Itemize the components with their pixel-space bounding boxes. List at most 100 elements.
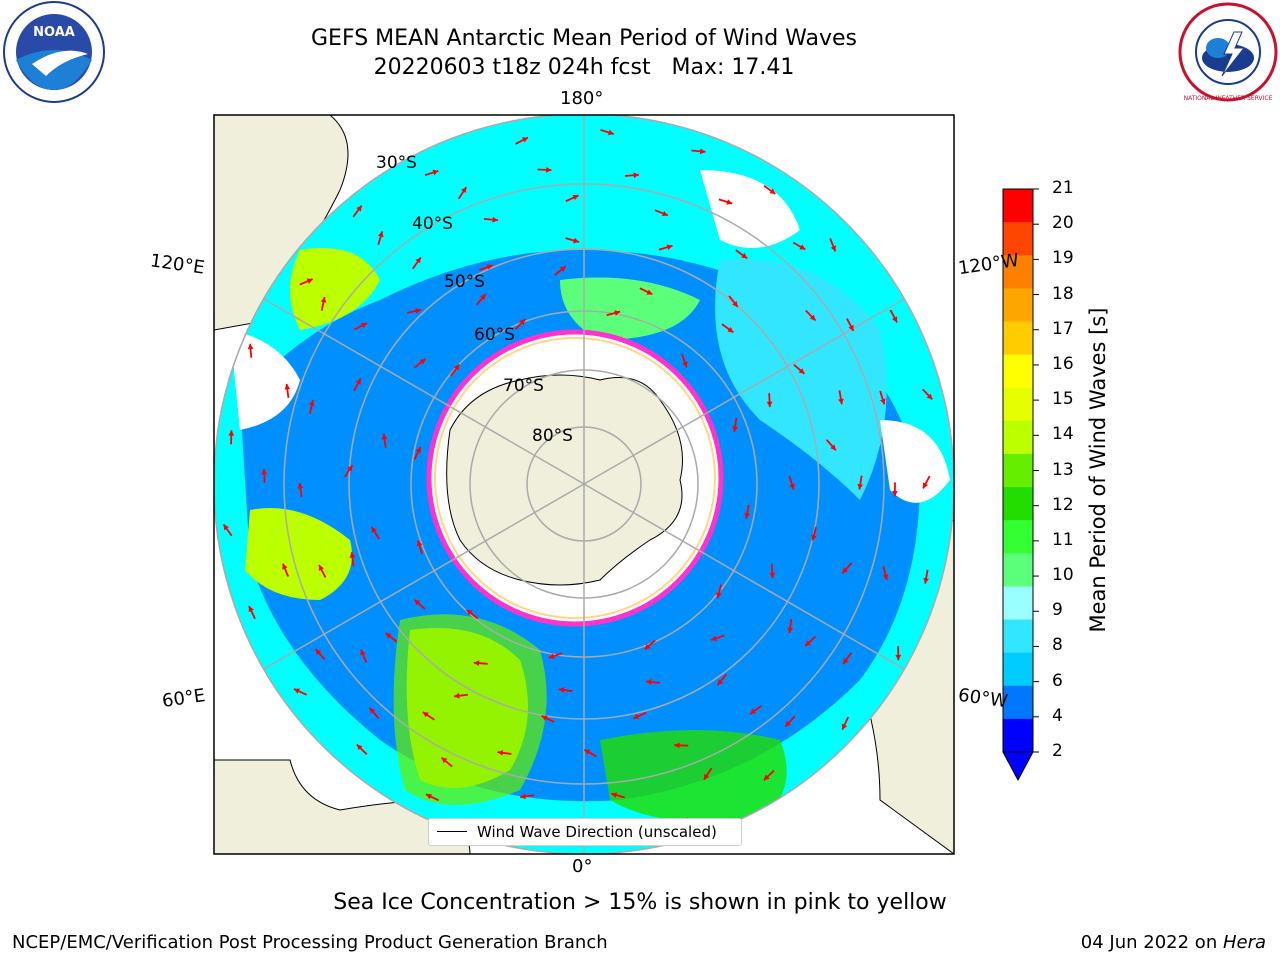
wave-direction-arrowhead (315, 648, 322, 655)
wave-direction-arrowhead (356, 205, 362, 212)
sea-ice-caption: Sea Ice Concentration > 15% is shown in … (333, 890, 947, 915)
wave-direction-arrowhead (666, 244, 673, 251)
wave-direction-arrowhead (727, 326, 734, 333)
wave-direction-arrowhead (441, 757, 448, 764)
colorbar-tick-label: 16 (1052, 353, 1074, 374)
map-frame (213, 114, 955, 855)
colorbar-extend-arrow (1002, 751, 1034, 782)
wave-direction-arrowhead (360, 322, 367, 329)
colorbar-segment (1003, 255, 1033, 289)
wave-direction-arrowhead (318, 564, 325, 571)
wave-direction-arrowhead (415, 447, 421, 454)
colorbar-segment (1003, 420, 1033, 455)
colorbar-tick-label: 2 (1052, 741, 1063, 761)
wave-direction-arrowhead (360, 649, 366, 656)
wave-direction-arrowhead (787, 627, 794, 633)
wave-direction-arrowhead (611, 792, 618, 798)
wave-direction-arrowhead (422, 712, 429, 718)
wave-direction-arrowhead (492, 216, 498, 223)
no-data-patch (700, 170, 800, 248)
wave-direction-arrowhead (432, 169, 439, 176)
colorbar-tick-label: 19 (1052, 248, 1074, 269)
colorbar-segment (1003, 718, 1033, 753)
wave-direction-arrowhead (830, 245, 837, 252)
wave-direction-arrowhead (799, 244, 806, 250)
wave-direction-arrowhead (880, 398, 886, 405)
wave-direction-arrowhead (633, 172, 639, 179)
wave-direction-arrowhead (646, 679, 652, 685)
wave-direction-arrowhead (882, 574, 889, 580)
wave-direction-arrowhead (546, 166, 552, 173)
wave-direction-arrowhead (548, 653, 555, 659)
wave-direction-arrowhead (830, 444, 836, 451)
lon-label-0: 0° (572, 856, 593, 877)
wave-direction-arrowhead (716, 592, 722, 599)
wave-direction-arrowhead (741, 252, 748, 259)
wave-direction-arrowhead (892, 491, 898, 497)
colorbar-tick-label: 6 (1052, 670, 1063, 691)
colorbar-segment (1003, 354, 1033, 389)
wave-direction-arrowhead (308, 400, 315, 406)
wave-direction-arrowhead (385, 632, 392, 639)
wave-direction-arrowhead (419, 358, 426, 365)
wave-direction-arrowhead (766, 401, 773, 408)
wave-direction-arrowhead (842, 567, 848, 574)
wave-direction-arrowhead (584, 749, 591, 755)
national-weather-service-logo: NATIONAL WEATHER SERVICE (1178, 2, 1278, 102)
wave-direction-arrowhead (497, 749, 504, 756)
wave-direction-arrowhead (425, 793, 432, 800)
colorbar-tick-label: 15 (1052, 389, 1074, 410)
footer-date: 04 Jun 2022 on Hera (1080, 932, 1266, 953)
no-data-patch (880, 420, 950, 503)
colorbar-segment (1003, 189, 1033, 223)
wave-direction-arrowhead (674, 742, 680, 749)
wave-direction-arrowhead (461, 187, 467, 194)
wave-direction-arrowhead (381, 433, 388, 440)
wave-direction-arrowhead (744, 512, 751, 519)
wave-direction-arrowhead (895, 654, 902, 661)
colorbar (1002, 188, 1039, 782)
colorbar-segment (1003, 553, 1033, 587)
sea-ice-inner-edge (434, 337, 716, 619)
wave-direction-arrowhead (453, 364, 460, 371)
wave-direction-arrowhead (711, 635, 717, 642)
wave-direction-arrowhead (922, 482, 929, 489)
wave-direction-arrowhead (923, 577, 929, 584)
wave-direction-arrowhead (805, 640, 811, 647)
wave-direction-arrowhead (809, 314, 816, 321)
wave-direction-arrowhead (347, 465, 353, 472)
wave-direction-arrowhead (838, 398, 844, 405)
lat-label-60s: 60°S (474, 325, 515, 345)
colorbar-segment (1003, 453, 1033, 488)
wave-direction-arrowhead (841, 723, 848, 730)
wave-direction-arrowhead (415, 257, 421, 264)
wave-direction-arrowhead (473, 660, 480, 667)
map-legend: Wind Wave Direction (unscaled) (428, 818, 742, 846)
wave-direction-arrowhead (614, 310, 621, 316)
wave-direction-arrowhead (703, 773, 710, 780)
wave-direction-arrowhead (306, 278, 313, 284)
wave-direction-arrowhead (633, 713, 640, 719)
wave-direction-arrowhead (320, 296, 327, 303)
wave-direction-arrowhead (789, 483, 795, 490)
colorbar-segment (1003, 652, 1033, 687)
wave-direction-arrowhead (261, 468, 268, 475)
wave-direction-arrowhead (486, 264, 493, 270)
wave-direction-arrowhead (416, 540, 423, 547)
colorbar-tick-label: 11 (1052, 529, 1074, 550)
wave-direction-arrowhead (282, 563, 288, 570)
wave-direction-arrowhead (785, 720, 792, 727)
wave-direction-arrowhead (248, 606, 254, 613)
wave-direction-arrowhead (541, 715, 548, 721)
colorbar-segment (1003, 520, 1033, 554)
colorbar-segment (1003, 586, 1033, 621)
wind-wave-arrows (222, 129, 933, 843)
wave-direction-arrowhead (769, 572, 776, 579)
wave-direction-arrowhead (769, 188, 776, 194)
wave-direction-arrowhead (573, 237, 580, 244)
colorbar-tick-label: 10 (1052, 565, 1074, 586)
colorbar-tick-label: 21 (1052, 178, 1074, 198)
wave-direction-arrowhead (732, 301, 738, 307)
wave-direction-arrowhead (558, 687, 565, 693)
